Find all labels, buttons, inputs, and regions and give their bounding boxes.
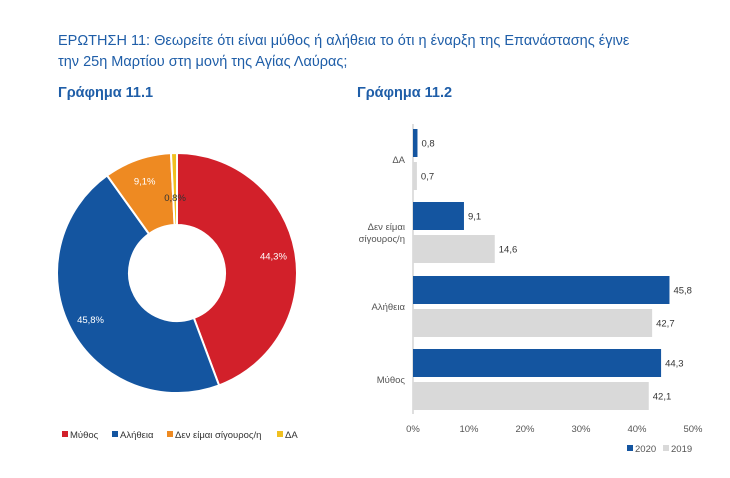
bar-2020-aletheia [413, 276, 670, 304]
legend-2019-swatch [663, 445, 669, 451]
legend-den-eimai-sigouros-swatch [167, 431, 173, 437]
bar-2020-da [413, 129, 418, 157]
bar-label-2020-mythos: 44,3 [665, 359, 684, 370]
legend-mythos-label: Μύθος [70, 430, 99, 441]
legend-2019-label: 2019 [671, 444, 692, 455]
x-tick-label-0: 0% [406, 424, 420, 435]
legend-da-swatch [277, 431, 283, 437]
legend-2020-swatch [627, 445, 633, 451]
bar-label-2020-den-eimai-sigouros: 9,1 [468, 212, 481, 223]
category-aletheia-label: Αλήθεια [372, 302, 406, 313]
bar-label-2020-aletheia: 45,8 [673, 286, 692, 297]
legend-aletheia-label: Αλήθεια [120, 430, 154, 441]
x-tick-label-40: 40% [627, 424, 647, 435]
question-line-1: ΕΡΩΤΗΣΗ 11: Θεωρείτε ότι είναι μύθος ή α… [58, 33, 630, 49]
question-line-2: την 25η Μαρτίου στη μονή της Αγίας Λαύρα… [58, 54, 348, 70]
bar-2019-mythos [413, 382, 649, 410]
question-text: ΕΡΩΤΗΣΗ 11: Θεωρείτε ότι είναι μύθος ή α… [58, 31, 678, 73]
category-da-label: ΔΑ [392, 155, 405, 166]
bar-2019-aletheia [413, 309, 653, 337]
legend-den-eimai-sigouros-label: Δεν είμαι σίγουρος/η [175, 430, 261, 441]
legend-2020-label: 2020 [635, 444, 656, 455]
chart-title-11-1: Γράφημα 11.1 [58, 85, 154, 101]
slice-label-den-eimai-sigouros: 9,1% [134, 176, 156, 187]
bar-2020-mythos [413, 349, 662, 377]
bar-label-2019-den-eimai-sigouros: 14,6 [499, 245, 518, 256]
legend-aletheia-swatch [112, 431, 118, 437]
x-tick-label-20: 20% [515, 424, 535, 435]
bar-2020-den-eimai-sigouros [413, 202, 464, 230]
slice-aletheia [56, 174, 221, 394]
bar-label-2019-da: 0,7 [421, 172, 434, 183]
category-den-eimai-sigouros-label-line-2: σίγουρος/η [359, 234, 405, 245]
bar-label-2019-mythos: 42,1 [653, 392, 672, 403]
slice-label-aletheia: 45,8% [77, 315, 104, 326]
category-mythos-label: Μύθος [377, 375, 406, 386]
bar-label-2020-da: 0,8 [421, 139, 434, 150]
slice-label-mythos: 44,3% [260, 252, 287, 263]
bar-label-2019-aletheia: 42,7 [656, 319, 675, 330]
slice-da [169, 151, 178, 227]
slice-mythos [176, 151, 298, 387]
legend-da-label: ΔΑ [285, 430, 298, 441]
x-tick-label-30: 30% [571, 424, 591, 435]
slice-label-da: 0,8% [164, 193, 186, 204]
x-tick-label-10: 10% [459, 424, 479, 435]
bar-2019-da [413, 162, 417, 190]
legend-mythos-swatch [62, 431, 68, 437]
category-den-eimai-sigouros-label-line-1: Δεν είμαι [368, 222, 405, 233]
bar-2019-den-eimai-sigouros [413, 235, 495, 263]
x-tick-label-50: 50% [683, 424, 703, 435]
chart-title-11-2: Γράφημα 11.2 [357, 85, 453, 101]
